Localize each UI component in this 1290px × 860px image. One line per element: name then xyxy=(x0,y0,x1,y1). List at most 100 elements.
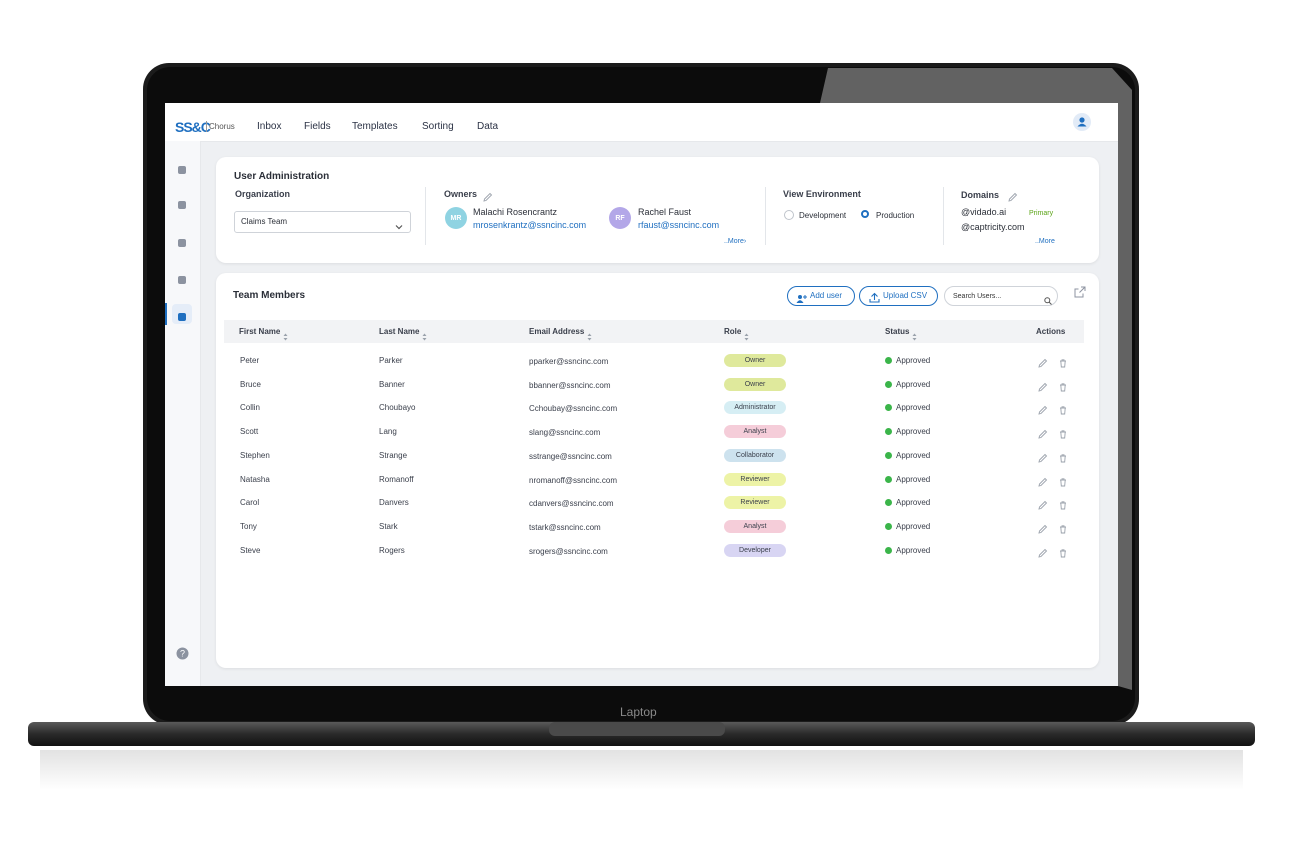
radio[interactable] xyxy=(784,210,794,220)
sort-icon[interactable] xyxy=(744,328,749,346)
first-name: Peter xyxy=(240,356,260,365)
column-header[interactable]: Email Address xyxy=(529,327,585,336)
status: Approved xyxy=(896,450,931,460)
radio[interactable] xyxy=(861,210,869,218)
last-name: Banner xyxy=(379,379,405,389)
delete-icon[interactable] xyxy=(1058,402,1068,420)
domain: @captricity.com xyxy=(961,222,1025,232)
delete-icon[interactable] xyxy=(1058,521,1068,539)
first-name: Carol xyxy=(240,498,260,508)
status: Approved xyxy=(896,379,931,389)
edit-icon[interactable] xyxy=(1038,474,1048,492)
search-box[interactable]: Search Users... xyxy=(944,286,1058,306)
edit-icon[interactable] xyxy=(1038,450,1048,468)
more-link[interactable]: ..More› xyxy=(724,238,747,245)
column-header[interactable]: First Name xyxy=(239,327,281,336)
edit-icon[interactable] xyxy=(1038,545,1048,563)
edit-icon[interactable] xyxy=(1038,497,1048,515)
delete-icon[interactable] xyxy=(1058,497,1068,515)
external-link-icon[interactable] xyxy=(1074,285,1086,303)
delete-icon[interactable] xyxy=(1058,355,1068,373)
delete-icon[interactable] xyxy=(1058,474,1068,492)
edit-icon[interactable] xyxy=(1038,426,1048,444)
logo: SS&C xyxy=(175,119,211,135)
last-name: Danvers xyxy=(379,498,409,508)
role-badge: Collaborator xyxy=(724,448,786,462)
owner-email[interactable]: mrosenkrantz@ssncinc.com xyxy=(473,220,587,230)
sidebar: ? xyxy=(165,141,201,686)
role-label: Analyst xyxy=(743,522,767,530)
edit-icon[interactable] xyxy=(1038,521,1048,539)
divider xyxy=(425,187,426,245)
status: Approved xyxy=(896,545,931,555)
help-icon[interactable]: ? xyxy=(176,647,189,665)
status: Approved xyxy=(896,498,931,508)
label: View Environment xyxy=(783,189,861,199)
role-label: Reviewer xyxy=(740,475,770,483)
last-name: Rogers xyxy=(379,545,405,555)
nav-item[interactable]: Sorting xyxy=(422,121,454,132)
sidebar-icon[interactable] xyxy=(177,162,187,180)
user-avatar[interactable] xyxy=(1073,113,1091,131)
laptop-label: Laptop xyxy=(620,705,657,719)
delete-icon[interactable] xyxy=(1058,545,1068,563)
nav-item[interactable]: Templates xyxy=(352,121,398,132)
role-badge: Developer xyxy=(724,543,786,557)
owner-initials: MR xyxy=(450,215,462,222)
domain-tag: Primary xyxy=(1029,210,1054,217)
button-label: Upload CSV xyxy=(883,291,928,300)
column-header[interactable]: Role xyxy=(724,327,742,336)
top-nav: SS&C Chorus Inbox Fields Templates Sorting Dat… xyxy=(165,103,1118,142)
column-header[interactable]: Status xyxy=(885,327,910,336)
owner-email[interactable]: rfaust@ssncinc.com xyxy=(638,220,720,230)
email: sstrange@ssncinc.com xyxy=(529,451,612,461)
first-name: Stephen xyxy=(240,450,270,460)
card-title: User Administration xyxy=(234,171,330,182)
card-title: Team Members xyxy=(233,290,306,301)
edit-icon[interactable] xyxy=(1038,379,1048,397)
status-dot xyxy=(885,475,892,483)
email: slang@ssncinc.com xyxy=(529,428,601,438)
organization-select[interactable]: Claims Team xyxy=(234,211,411,233)
delete-icon[interactable] xyxy=(1058,426,1068,444)
nav-item[interactable]: Inbox xyxy=(257,121,282,132)
sidebar-icon[interactable] xyxy=(177,235,187,253)
sort-icon[interactable] xyxy=(283,328,288,346)
chevron xyxy=(395,218,403,236)
add-user-button[interactable]: Add user xyxy=(787,286,855,306)
email: Cchoubay@ssncinc.com xyxy=(529,404,618,414)
search-placeholder: Search Users... xyxy=(953,293,1002,300)
upload-csv-button[interactable]: Upload CSV xyxy=(859,286,938,306)
edit-icon[interactable] xyxy=(1038,355,1048,373)
search-icon xyxy=(1044,292,1052,310)
email: pparker@ssncinc.com xyxy=(529,357,609,366)
nav-item[interactable]: Data xyxy=(477,121,499,132)
sort-icon[interactable] xyxy=(912,328,917,346)
user-admin-card: User Administration Organization Claims Te… xyxy=(216,157,1099,263)
edit-icon[interactable] xyxy=(483,189,493,207)
edit-icon[interactable] xyxy=(1038,402,1048,420)
status-dot xyxy=(885,357,892,364)
last-name: Strange xyxy=(379,450,408,460)
column-header: Actions xyxy=(1036,327,1066,336)
nav-item[interactable]: Fields xyxy=(304,121,331,132)
delete-icon[interactable] xyxy=(1058,379,1068,397)
column-header[interactable]: Last Name xyxy=(379,327,420,336)
status: Approved xyxy=(896,521,931,531)
sidebar-icon[interactable] xyxy=(177,197,187,215)
sidebar-icon[interactable] xyxy=(177,272,187,290)
product-name: Chorus xyxy=(209,122,235,131)
email: bbanner@ssncinc.com xyxy=(529,380,611,390)
delete-icon[interactable] xyxy=(1058,450,1068,468)
status: Approved xyxy=(896,474,931,484)
more-link[interactable]: ..More xyxy=(1035,238,1055,245)
logo-divider xyxy=(206,121,207,132)
sidebar-icon[interactable] xyxy=(177,309,187,327)
label: Domains xyxy=(961,190,1000,200)
sort-icon[interactable] xyxy=(587,328,592,346)
edit-icon[interactable] xyxy=(1008,189,1018,207)
last-name: Stark xyxy=(379,521,398,531)
sort-icon[interactable] xyxy=(422,328,427,346)
select-value: Claims Team xyxy=(241,217,288,226)
